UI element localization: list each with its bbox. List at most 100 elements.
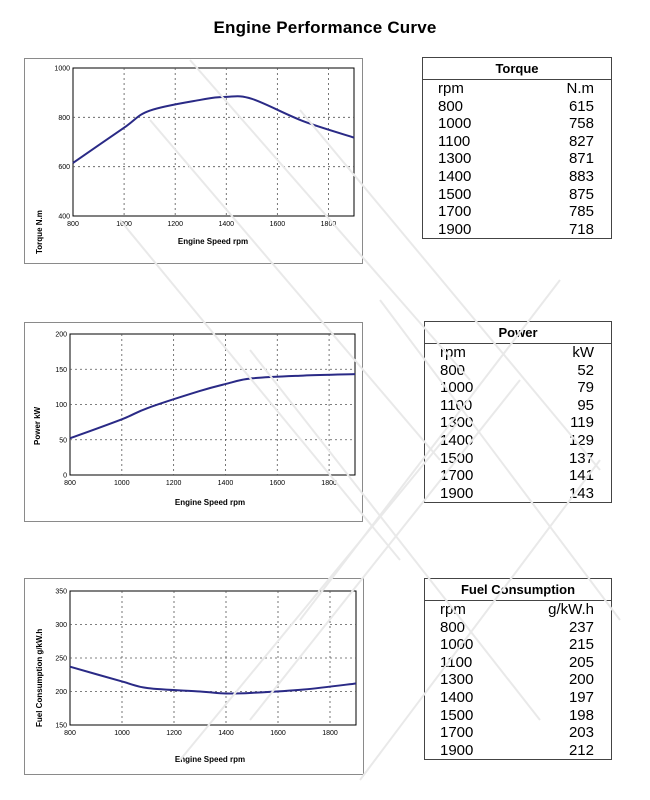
table-row: 1500 198	[425, 707, 612, 725]
table-row: 1500 875	[423, 186, 612, 204]
torque-x-tick-label: 1200	[167, 221, 183, 228]
table-row: 1300 871	[423, 150, 612, 168]
table-cell: 1500	[440, 449, 474, 467]
table-row: 800 615	[423, 98, 612, 116]
table-row: 1700 785	[423, 203, 612, 221]
table-cell: 1100	[440, 653, 473, 671]
table-cell: 1500	[440, 706, 474, 724]
torque-y-tick-label: 400	[58, 214, 70, 221]
table-cell: 1700	[438, 203, 472, 221]
table-cell: 1400	[440, 431, 474, 449]
table-row: 1700 141	[425, 467, 612, 485]
table-cell: 237	[568, 618, 594, 636]
table-row: 1400 197	[425, 689, 612, 707]
table-cell: 827	[568, 132, 594, 150]
table-cell: 200	[568, 671, 594, 689]
fuel-x-axis-label: Engine Speed rpm	[174, 755, 246, 764]
power-x-tick-label: 1200	[166, 480, 182, 487]
torque-x-tick-label: 1400	[218, 221, 234, 228]
table-cell: 212	[568, 741, 594, 759]
table-cell: 1400	[440, 688, 474, 706]
table-row: 1000 79	[425, 379, 612, 397]
fuel-y-tick-label: 150	[55, 723, 67, 730]
table-cell: 875	[568, 185, 594, 203]
table-cell: 883	[568, 167, 594, 185]
power-chart: 800 1000 1200 1400 1600 1800 0 50 100 150 200 Powe…	[24, 322, 363, 522]
table-cell: 785	[568, 203, 594, 221]
power-y-tick-label: 200	[55, 332, 67, 339]
torque-y-tick-label: 600	[58, 164, 70, 171]
power-table-title: Power	[424, 321, 612, 344]
page-title: Engine Performance Curve	[213, 18, 437, 37]
table-cell: 141	[568, 467, 594, 485]
table-row: 1900 718	[423, 221, 612, 239]
fuel-y-tick-label: 250	[55, 656, 67, 663]
table-cell: 203	[568, 724, 594, 742]
table-row: 1300 119	[425, 414, 612, 432]
table-cell: 800	[440, 618, 466, 636]
table-row: 800 52	[425, 362, 612, 380]
table-cell: 137	[568, 449, 594, 467]
table-cell: 1000	[440, 379, 474, 397]
fuel-consumption-chart: 800 1000 1200 1400 1600 1800 150 200 250 300 350 F…	[24, 578, 364, 775]
torque-y-axis-label: Torque N.m	[35, 210, 44, 254]
torque-table-title: Torque	[422, 57, 612, 80]
table-col2-header: N.m	[566, 80, 595, 97]
table-cell: 1700	[440, 724, 474, 742]
table-row: 1100 95	[425, 397, 612, 415]
table-cell: 718	[568, 220, 594, 238]
fuel-x-tick-label: 800	[64, 730, 76, 737]
table-cell: 198	[568, 706, 594, 724]
table-col2-header: g/kW.h	[548, 601, 594, 618]
table-cell: 1900	[440, 741, 474, 759]
table-cell: 1700	[440, 467, 474, 485]
torque-x-tick-label: 800	[67, 221, 79, 228]
power-y-tick-label: 50	[59, 437, 67, 444]
power-y-axis-label: Power kW	[33, 406, 42, 445]
table-row: 1100 205	[425, 654, 612, 672]
table-cell: 1500	[438, 185, 472, 203]
torque-x-tick-label: 1800	[321, 221, 337, 228]
power-x-tick-label: 1800	[321, 480, 337, 487]
table-cell: 143	[568, 484, 594, 502]
table-header-row: rpm N.m	[423, 80, 612, 98]
table-cell: 215	[568, 636, 594, 654]
power-x-tick-label: 1400	[218, 480, 234, 487]
table-cell: 1400	[438, 167, 472, 185]
table-cell: 95	[577, 396, 594, 414]
fuel-x-tick-label: 1400	[218, 730, 234, 737]
table-cell: 871	[568, 150, 594, 168]
table-cell: 1000	[440, 636, 474, 654]
fuel-y-axis-label: Fuel Consumption g/kW.h	[35, 628, 44, 727]
power-chart-plot: 800 1000 1200 1400 1600 1800 0 50 100 150 200	[55, 332, 356, 487]
table-cell: 1900	[440, 484, 474, 502]
table-cell: 800	[440, 361, 466, 379]
table-row: 1400 883	[423, 168, 612, 186]
torque-x-axis-label: Engine Speed rpm	[177, 237, 249, 246]
torque-chart: 800 1000 1200 1400 1600 1800 400 600 800 1000 Tor…	[24, 58, 363, 264]
table-cell: 1100	[438, 132, 471, 150]
power-x-tick-label: 1000	[114, 480, 130, 487]
table-cell: 758	[568, 115, 594, 133]
fuel-x-tick-label: 1200	[166, 730, 182, 737]
torque-table: Torque rpm N.m 800 615 1000 758 1100 827 13…	[422, 57, 612, 240]
power-x-axis-label: Engine Speed rpm	[174, 498, 246, 507]
power-y-tick-label: 0	[63, 473, 67, 480]
fuel-y-tick-label: 300	[55, 622, 67, 629]
fuel-x-tick-label: 1000	[114, 730, 130, 737]
table-row: 1700 203	[425, 724, 612, 742]
table-col1-header: rpm	[440, 601, 466, 618]
fuel-y-tick-label: 200	[55, 689, 67, 696]
power-x-tick-label: 800	[64, 480, 76, 487]
table-cell: 1300	[438, 150, 472, 168]
table-cell: 800	[438, 97, 464, 115]
torque-y-tick-label: 1000	[54, 66, 70, 73]
table-row: 1100 827	[423, 133, 612, 151]
fuel-x-tick-label: 1600	[270, 730, 286, 737]
table-row: 800 237	[425, 619, 612, 637]
table-cell: 119	[570, 414, 594, 432]
table-cell: 79	[577, 379, 594, 397]
torque-y-tick-label: 800	[58, 115, 70, 122]
table-cell: 1100	[440, 396, 473, 414]
table-row: 1900 212	[425, 742, 612, 760]
